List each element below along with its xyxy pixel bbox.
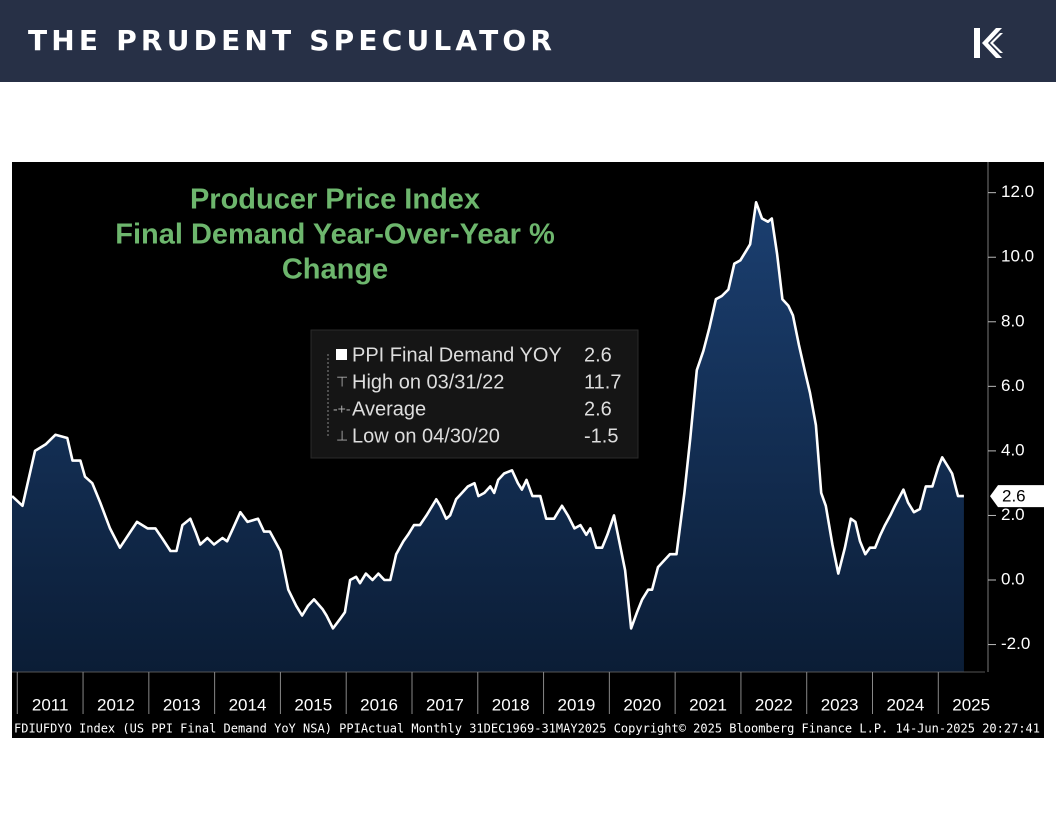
area	[12, 202, 964, 673]
legend-swatch	[336, 349, 347, 360]
last-value-tag	[990, 485, 1044, 508]
legend-label: High on 03/31/22	[352, 371, 504, 393]
brand: THE PRUDENT SPECULATOR	[28, 24, 557, 57]
x-tick-label: 2023	[821, 695, 859, 714]
line	[11, 201, 964, 630]
legend-value: -1.5	[584, 425, 618, 447]
legend-value: 2.6	[584, 344, 612, 366]
legend-icon: ⊥	[336, 428, 348, 444]
x-tick-label: 2024	[886, 695, 924, 714]
legend-value: 2.6	[584, 398, 612, 420]
x-tick-label: 2018	[492, 695, 530, 714]
title-line: Producer Price Index	[190, 184, 480, 216]
x-tick-label: 2013	[163, 695, 201, 714]
y-tick-label: 4.0	[1001, 440, 1025, 459]
x-tick-label: 2021	[689, 695, 727, 714]
y-tick-label: 0.0	[1001, 569, 1025, 588]
legend-label: Average	[352, 398, 426, 420]
x-tick-label: 2016	[360, 695, 398, 714]
y-tick-label: -2.0	[1001, 634, 1030, 653]
legend-icon: ⊤	[336, 374, 348, 390]
x-tick-label: 2020	[623, 695, 661, 714]
x-tick-label: 2015	[294, 695, 332, 714]
title-line: Final Demand Year-Over-Year %	[115, 219, 555, 251]
legend-label: Low on 04/30/20	[352, 425, 500, 447]
y-tick-label: 12.0	[1001, 182, 1034, 201]
x-tick-label: 2017	[426, 695, 464, 714]
x-tick-label: 2025	[952, 695, 990, 714]
legend-box	[310, 329, 639, 459]
y-tick-label: 8.0	[1001, 311, 1025, 330]
title-line: Change	[282, 254, 388, 286]
logo	[974, 28, 1003, 58]
legend-icon: -+-	[333, 401, 351, 417]
legend-label: PPI Final Demand YOY	[352, 344, 562, 366]
x-tick-label: 2019	[558, 695, 596, 714]
y-tick-label: 2.0	[1001, 505, 1025, 524]
source-note: FDIUFDYO Index (US PPI Final Demand YoY …	[14, 722, 1040, 736]
legend-value: 11.7	[584, 371, 621, 393]
y-tick-label: 10.0	[1001, 247, 1034, 266]
last-value-label: 2.6	[1002, 487, 1026, 506]
header-bar: THE PRUDENT SPECULATOR	[0, 0, 1056, 82]
x-tick-label: 2014	[229, 695, 267, 714]
x-tick-label: 2012	[97, 695, 135, 714]
y-tick-label: 6.0	[1001, 376, 1025, 395]
x-tick-label: 2022	[755, 695, 793, 714]
x-tick-label: 2011	[32, 695, 69, 714]
